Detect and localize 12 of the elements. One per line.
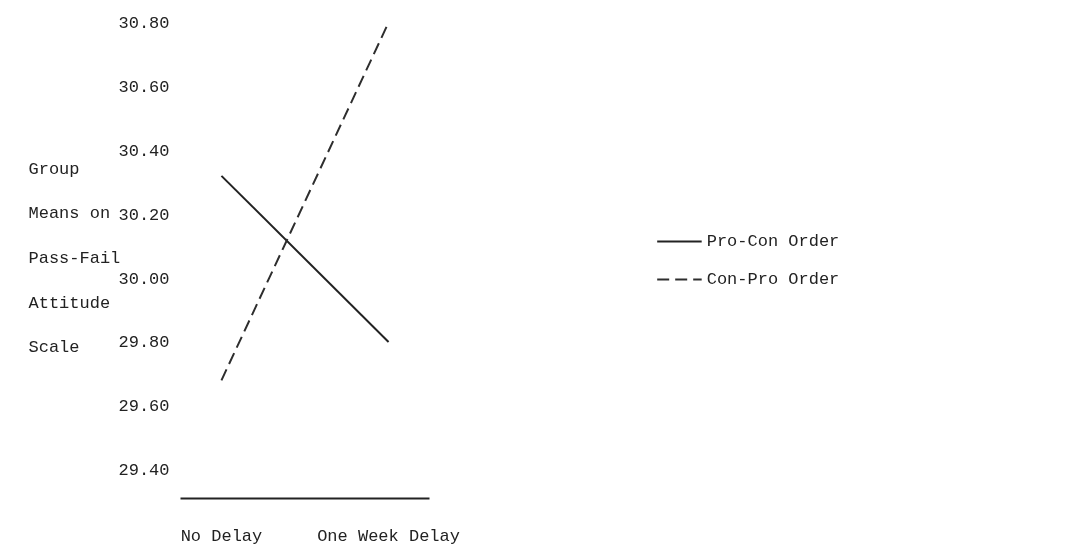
y-tick-label: 30.20: [118, 205, 170, 225]
legend-label: Con-Pro Order: [706, 269, 840, 289]
y-tick-label: 30.60: [118, 77, 170, 97]
y-tick-label: 29.80: [118, 333, 170, 353]
legend-label: Pro-Con Order: [706, 231, 840, 251]
y-tick-label: 30.80: [118, 14, 170, 33]
y-tick-label: 30.00: [118, 269, 170, 289]
x-tick-label: One Week Delay: [317, 526, 460, 546]
y-tick-label: 29.60: [118, 397, 170, 417]
y-tick-label: 29.40: [118, 461, 170, 481]
y-tick-label: 30.40: [118, 141, 170, 161]
x-tick-label: No Delay: [180, 526, 263, 546]
